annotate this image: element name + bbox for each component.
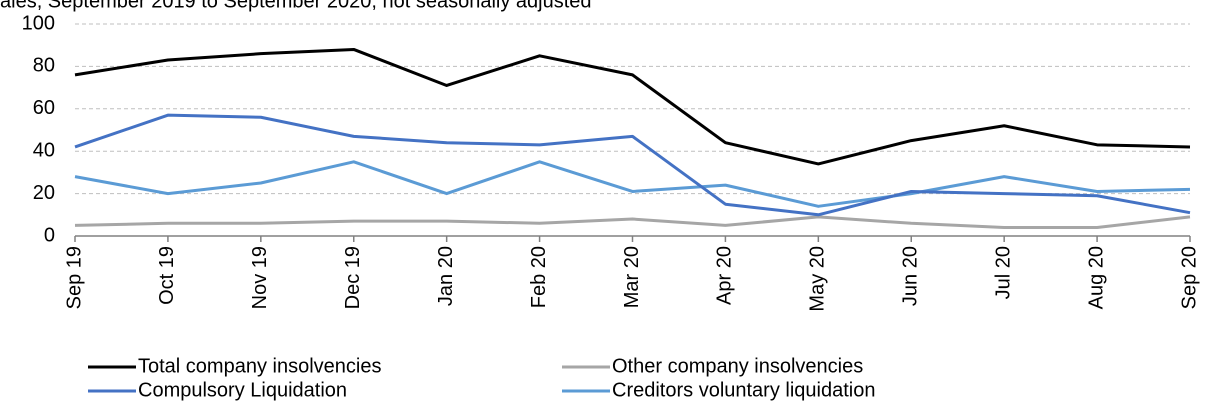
line-series: [74, 215, 1191, 230]
x-tick-label: Aug 20: [1085, 246, 1107, 309]
line-series: [74, 160, 1191, 208]
x-tick-label: Sep 19: [63, 246, 85, 309]
x-tick-label: May 20: [807, 246, 829, 312]
line-series: [74, 113, 1191, 217]
legend-label: Compulsory Liquidation: [138, 379, 347, 401]
x-tick-label: Mar 20: [621, 246, 643, 308]
x-tick-label: Jun 20: [900, 246, 922, 306]
y-tick-label: 100: [22, 12, 55, 34]
legend-label: Creditors voluntary liquidation: [612, 379, 875, 401]
line-series: [74, 47, 1191, 166]
x-tick-label: Feb 20: [528, 246, 550, 308]
legend-label: Total company insolvencies: [138, 355, 381, 377]
y-tick-label: 20: [33, 182, 55, 204]
x-tick-label: Nov 19: [249, 246, 271, 309]
chart-subtitle: ales, September 2019 to September 2020, …: [0, 0, 592, 12]
x-tick-label: Jan 20: [435, 246, 457, 306]
y-tick-label: 40: [33, 139, 55, 161]
y-tick-label: 80: [33, 55, 55, 77]
legend-label: Other company insolvencies: [612, 355, 863, 377]
x-tick-label: Apr 20: [714, 246, 736, 305]
y-tick-label: 0: [44, 224, 55, 246]
x-tick-label: Dec 19: [342, 246, 364, 309]
x-tick-label: Sep 20: [1178, 246, 1200, 309]
x-tick-label: Oct 19: [156, 246, 178, 305]
y-tick-label: 60: [33, 97, 55, 119]
x-tick-label: Jul 20: [992, 246, 1014, 299]
